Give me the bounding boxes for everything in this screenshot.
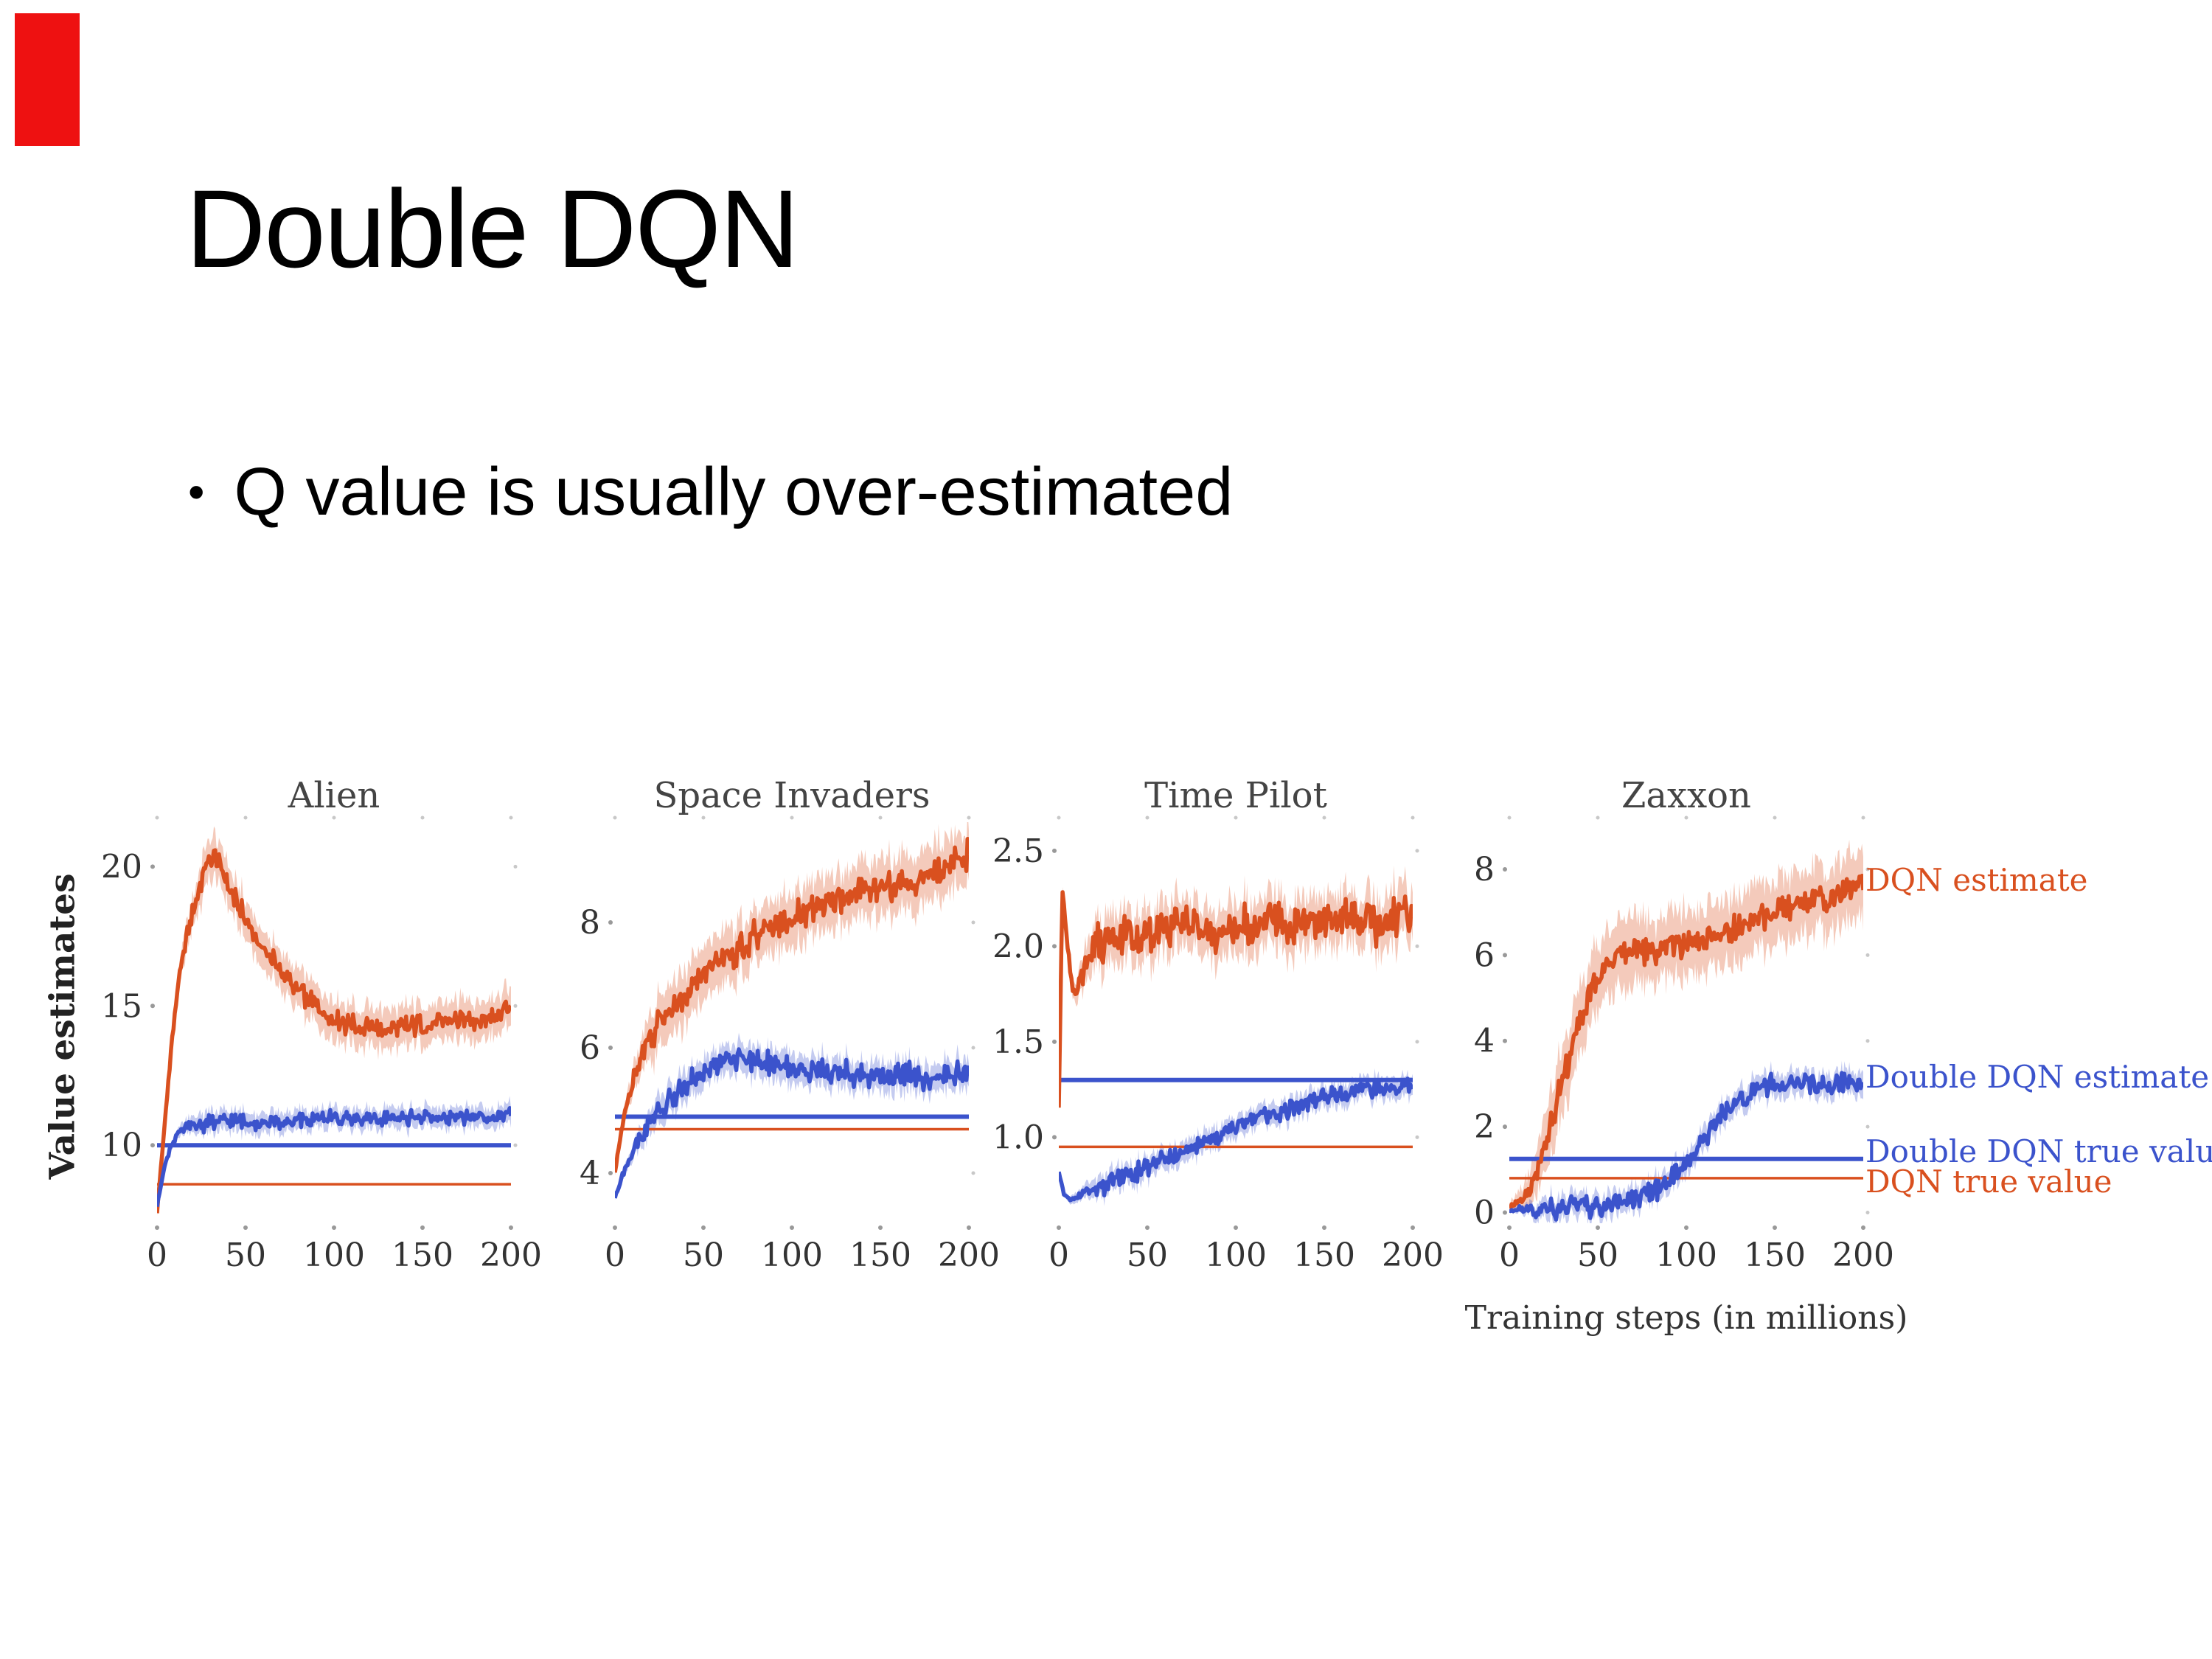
svg-text:6: 6 [1474,936,1495,974]
figure: Value estimates Alien 10 15 20 0 50 100 150 200… [22,767,2212,1401]
svg-text:150: 150 [1744,1237,1806,1274]
slide-title: Double DQN [186,167,799,291]
chart-title-time-pilot: Time Pilot [1144,775,1327,816]
svg-text:2.0: 2.0 [992,928,1044,965]
chart-time-pilot: Time Pilot 1.0 1.5 2.0 2.5 0 50 100 150 200 [970,771,1444,1316]
svg-text:1.0: 1.0 [992,1119,1044,1156]
svg-text:6: 6 [580,1029,600,1067]
svg-text:200: 200 [480,1237,542,1274]
svg-text:0: 0 [147,1237,167,1274]
chart-alien: Alien 10 15 20 0 50 100 150 200 [69,771,542,1316]
legend-double-dqn-true-value: Double DQN true value [1865,1133,2212,1169]
svg-text:200: 200 [938,1237,1000,1274]
chart-zaxxon: Zaxxon 0 2 4 6 8 0 50 100 150 200 [1421,771,1894,1316]
svg-text:0: 0 [1048,1237,1069,1274]
svg-text:50: 50 [683,1237,724,1274]
svg-text:50: 50 [1577,1237,1618,1274]
svg-text:150: 150 [1293,1237,1355,1274]
svg-text:10: 10 [101,1127,142,1164]
bullet-marker: • [188,465,205,519]
svg-text:200: 200 [1832,1237,1894,1274]
svg-text:0: 0 [605,1237,625,1274]
svg-text:2: 2 [1474,1108,1495,1146]
chart-canvas-zaxxon: 0 2 4 6 8 0 50 100 150 200 [1474,815,1894,1274]
svg-text:50: 50 [1127,1237,1168,1274]
svg-text:8: 8 [580,904,600,942]
chart-title-space-invaders: Space Invaders [653,775,931,816]
svg-text:100: 100 [761,1237,823,1274]
legend-dqn-true-value: DQN true value [1865,1163,2112,1200]
svg-text:4: 4 [1474,1023,1495,1060]
svg-text:150: 150 [849,1237,911,1274]
svg-text:0: 0 [1499,1237,1520,1274]
svg-text:0: 0 [1474,1194,1495,1232]
chart-title-zaxxon: Zaxxon [1621,775,1751,816]
svg-text:100: 100 [1205,1237,1267,1274]
svg-text:200: 200 [1382,1237,1444,1274]
svg-text:2.5: 2.5 [992,832,1044,870]
chart-title-alien: Alien [288,775,380,816]
chart-canvas-time-pilot: 1.0 1.5 2.0 2.5 0 50 100 150 200 [992,815,1444,1274]
svg-text:100: 100 [303,1237,365,1274]
svg-text:1.5: 1.5 [992,1023,1044,1061]
chart-space-invaders: Space Invaders 4 6 8 0 50 100 150 200 [526,771,1000,1316]
figure-x-axis-label: Training steps (in millions) [1464,1299,1908,1337]
svg-text:8: 8 [1474,851,1495,888]
svg-text:100: 100 [1655,1237,1717,1274]
figure-legend: DQN estimate Double DQN estimate Double … [1865,767,2212,1327]
svg-text:20: 20 [101,848,142,886]
legend-dqn-estimate: DQN estimate [1865,861,2088,898]
chart-canvas-space-invaders: 4 6 8 0 50 100 150 200 [580,815,1000,1274]
legend-double-dqn-estimate: Double DQN estimate [1865,1059,2210,1096]
svg-text:150: 150 [392,1237,453,1274]
svg-text:4: 4 [580,1155,600,1192]
svg-text:50: 50 [225,1237,266,1274]
accent-bar [15,13,80,146]
svg-text:15: 15 [101,987,142,1025]
bullet-text: Q value is usually over-estimated [234,454,1234,529]
bullet-item: • Q value is usually over-estimated [188,451,1233,532]
